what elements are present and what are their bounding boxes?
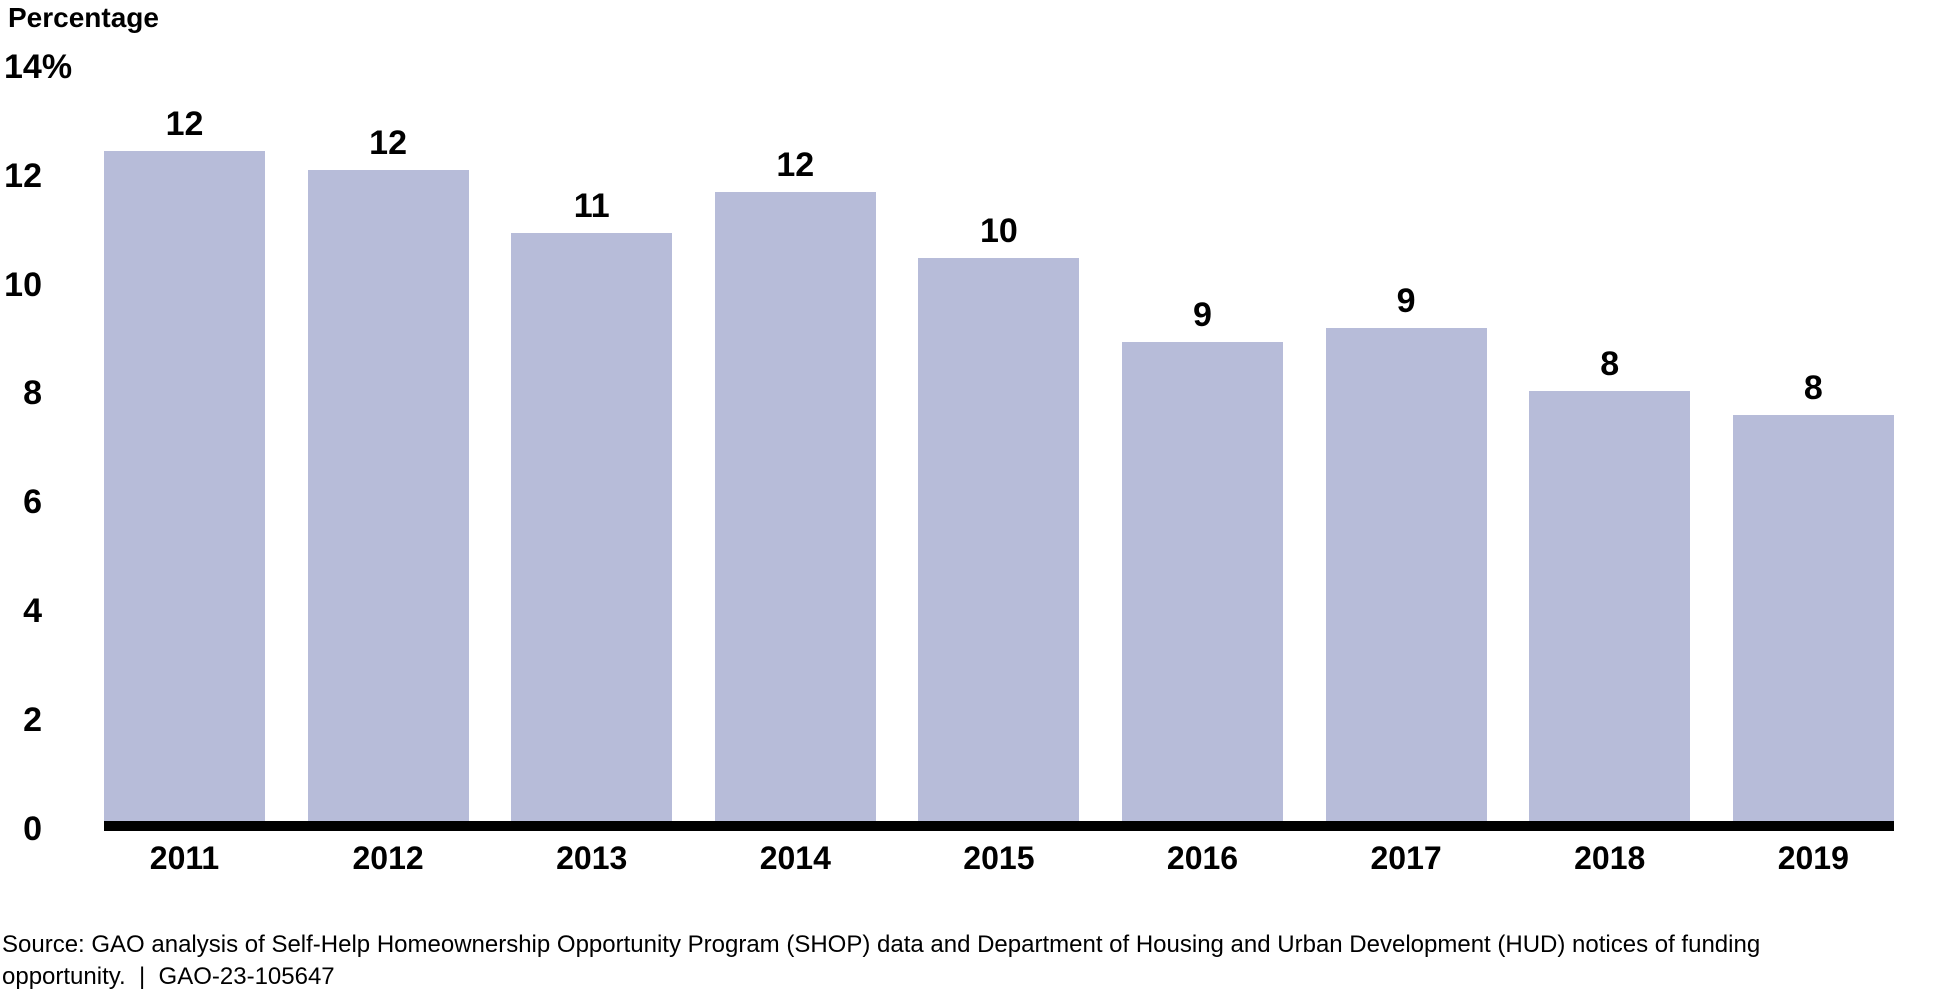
y-tick-label-2: 2 bbox=[23, 701, 42, 740]
x-tick-label-2014: 2014 bbox=[759, 840, 831, 876]
y-tick-label-12: 12 bbox=[4, 156, 42, 195]
bar-2019 bbox=[1732, 415, 1894, 828]
x-tick-label-2015: 2015 bbox=[963, 840, 1035, 876]
bar-2014 bbox=[714, 192, 876, 828]
bar-2013 bbox=[511, 233, 673, 828]
bar-value-label-2018: 8 bbox=[1600, 344, 1620, 383]
y-tick-label-10: 10 bbox=[4, 265, 42, 304]
bar-2018 bbox=[1529, 390, 1691, 828]
bar-value-label-2014: 12 bbox=[776, 146, 815, 185]
x-tick-label-2018: 2018 bbox=[1574, 840, 1646, 876]
source-note-line2: opportunity. | GAO-23-105647 bbox=[2, 963, 335, 990]
bar-value-label-2011: 12 bbox=[165, 105, 204, 144]
bar-value-label-2012: 12 bbox=[369, 124, 407, 163]
bar-2017 bbox=[1325, 328, 1487, 828]
x-tick-label-2017: 2017 bbox=[1370, 840, 1442, 876]
x-tick-label-2016: 2016 bbox=[1166, 840, 1239, 876]
bar-2015 bbox=[918, 257, 1080, 828]
bar-2012 bbox=[307, 170, 469, 828]
x-tick-label-2013: 2013 bbox=[556, 840, 628, 876]
bar-value-label-2019: 8 bbox=[1803, 369, 1823, 408]
bar-value-label-2017: 9 bbox=[1396, 282, 1416, 321]
bar-2011 bbox=[104, 151, 265, 828]
y-axis-title: Percentage bbox=[8, 2, 159, 33]
bar-value-label-2016: 9 bbox=[1193, 295, 1212, 334]
x-tick-label-2012: 2012 bbox=[352, 840, 424, 876]
y-tick-label-6: 6 bbox=[23, 483, 42, 522]
bar-value-label-2015: 10 bbox=[979, 211, 1018, 250]
bar-value-label-2013: 11 bbox=[573, 187, 610, 226]
source-note-line1: Source: GAO analysis of Self-Help Homeow… bbox=[2, 931, 1761, 958]
y-tick-label-4: 4 bbox=[23, 592, 42, 631]
y-tick-label-8: 8 bbox=[23, 374, 42, 413]
x-axis-line bbox=[104, 821, 1894, 831]
x-tick-label-2019: 2019 bbox=[1777, 840, 1849, 876]
bar-2016 bbox=[1122, 341, 1283, 828]
x-tick-label-2011: 2011 bbox=[149, 840, 220, 876]
y-tick-label-0: 0 bbox=[23, 810, 42, 848]
source-note: Source: GAO analysis of Self-Help Homeow… bbox=[2, 929, 1948, 993]
y-tick-label-14: 14% bbox=[4, 47, 73, 86]
